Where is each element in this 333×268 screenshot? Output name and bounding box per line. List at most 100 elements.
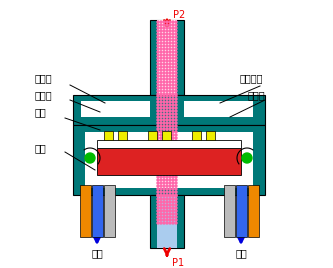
- Circle shape: [169, 45, 171, 47]
- Circle shape: [160, 213, 162, 215]
- Circle shape: [166, 207, 168, 209]
- Circle shape: [172, 213, 174, 215]
- Circle shape: [157, 27, 159, 29]
- Circle shape: [163, 137, 165, 139]
- Circle shape: [163, 143, 165, 145]
- Circle shape: [172, 194, 174, 196]
- Circle shape: [163, 66, 165, 68]
- Circle shape: [169, 63, 171, 65]
- Circle shape: [169, 95, 171, 97]
- Circle shape: [160, 116, 162, 118]
- Circle shape: [169, 134, 171, 136]
- Circle shape: [172, 75, 174, 77]
- Circle shape: [169, 93, 171, 95]
- Circle shape: [175, 57, 177, 59]
- Circle shape: [166, 179, 168, 181]
- Circle shape: [166, 140, 168, 142]
- Circle shape: [166, 173, 168, 175]
- Circle shape: [169, 176, 171, 178]
- Text: 扩散电阵: 扩散电阵: [240, 73, 263, 83]
- Circle shape: [157, 176, 159, 178]
- Circle shape: [157, 164, 159, 166]
- Circle shape: [163, 33, 165, 35]
- Circle shape: [172, 207, 174, 209]
- Circle shape: [160, 81, 162, 83]
- Circle shape: [166, 176, 168, 178]
- Circle shape: [163, 90, 165, 92]
- Circle shape: [169, 36, 171, 38]
- Circle shape: [157, 87, 159, 89]
- Circle shape: [163, 36, 165, 38]
- Circle shape: [157, 188, 159, 190]
- Circle shape: [166, 146, 168, 148]
- Circle shape: [160, 185, 162, 187]
- Circle shape: [163, 167, 165, 169]
- Circle shape: [169, 24, 171, 26]
- Bar: [81, 101, 150, 117]
- Text: P1: P1: [172, 258, 184, 268]
- Circle shape: [157, 107, 159, 109]
- Circle shape: [172, 63, 174, 65]
- Circle shape: [172, 33, 174, 35]
- Bar: [73, 125, 265, 195]
- Circle shape: [160, 161, 162, 163]
- Circle shape: [157, 110, 159, 112]
- Circle shape: [169, 201, 171, 203]
- Circle shape: [160, 182, 162, 184]
- Circle shape: [160, 39, 162, 41]
- Circle shape: [172, 119, 174, 121]
- Circle shape: [175, 33, 177, 35]
- Circle shape: [175, 101, 177, 103]
- Circle shape: [157, 119, 159, 121]
- Circle shape: [163, 155, 165, 157]
- Circle shape: [163, 191, 165, 193]
- Circle shape: [163, 72, 165, 74]
- Circle shape: [172, 116, 174, 118]
- Circle shape: [157, 125, 159, 127]
- Circle shape: [175, 213, 177, 215]
- Circle shape: [175, 36, 177, 38]
- Circle shape: [172, 101, 174, 103]
- Circle shape: [157, 131, 159, 133]
- Circle shape: [163, 39, 165, 41]
- Text: 硅膜片: 硅膜片: [248, 90, 266, 100]
- Circle shape: [163, 176, 165, 178]
- Circle shape: [172, 155, 174, 157]
- Circle shape: [160, 75, 162, 77]
- Circle shape: [172, 21, 174, 23]
- Circle shape: [169, 57, 171, 59]
- Circle shape: [169, 119, 171, 121]
- Circle shape: [169, 78, 171, 80]
- Circle shape: [166, 137, 168, 139]
- Circle shape: [166, 170, 168, 172]
- Circle shape: [157, 113, 159, 115]
- Circle shape: [157, 24, 159, 26]
- Circle shape: [163, 48, 165, 50]
- Circle shape: [175, 140, 177, 142]
- Circle shape: [166, 110, 168, 112]
- Circle shape: [163, 179, 165, 181]
- Circle shape: [157, 140, 159, 142]
- Circle shape: [160, 137, 162, 139]
- Text: P2: P2: [173, 10, 185, 20]
- Circle shape: [166, 210, 168, 212]
- Circle shape: [163, 95, 165, 97]
- Circle shape: [169, 48, 171, 50]
- Circle shape: [157, 143, 159, 145]
- Circle shape: [163, 98, 165, 100]
- Bar: [184, 101, 253, 117]
- Circle shape: [163, 113, 165, 115]
- Circle shape: [163, 101, 165, 103]
- Circle shape: [172, 125, 174, 127]
- Circle shape: [157, 191, 159, 193]
- Circle shape: [160, 164, 162, 166]
- Circle shape: [160, 158, 162, 160]
- Circle shape: [175, 201, 177, 203]
- Circle shape: [166, 87, 168, 89]
- Text: 低压腔: 低压腔: [35, 73, 53, 83]
- Circle shape: [175, 75, 177, 77]
- Circle shape: [166, 107, 168, 109]
- Circle shape: [166, 152, 168, 154]
- Circle shape: [169, 164, 171, 166]
- Circle shape: [175, 204, 177, 206]
